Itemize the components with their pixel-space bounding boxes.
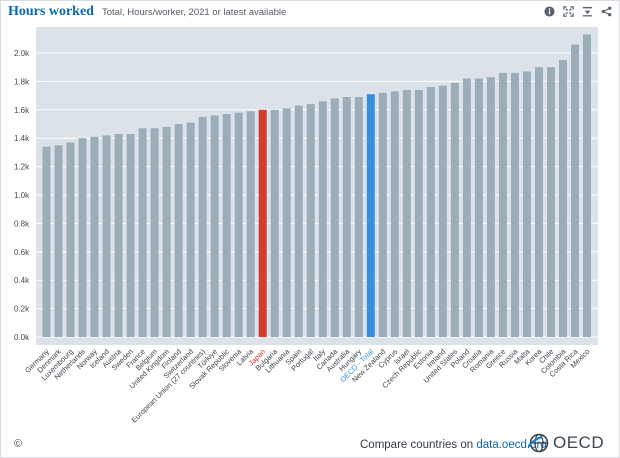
bar-germany[interactable]: [42, 146, 51, 337]
bar-iceland[interactable]: [102, 135, 111, 337]
y-tick-label: 1.8k: [14, 77, 30, 86]
bar-chile[interactable]: [546, 67, 555, 337]
chart-header: Hours worked Total, Hours/worker, 2021 o…: [8, 4, 286, 24]
bar-netherlands[interactable]: [78, 138, 87, 337]
bar-belgium[interactable]: [150, 128, 159, 337]
y-tick-label: 2.0k: [14, 49, 30, 58]
download-icon[interactable]: [582, 6, 593, 17]
bar-costa-rica[interactable]: [570, 44, 579, 337]
y-tick-label: 0.4k: [14, 276, 30, 285]
bar-canada[interactable]: [330, 98, 339, 337]
bar-japan[interactable]: [258, 109, 267, 337]
bar-bulgaria[interactable]: [270, 109, 279, 337]
bar-luxembourg[interactable]: [66, 142, 75, 337]
bar-portugal[interactable]: [306, 104, 315, 338]
y-tick-label: 0.2k: [14, 305, 30, 314]
chart-title: Hours worked: [8, 4, 94, 19]
bar-russia[interactable]: [510, 72, 519, 337]
fullscreen-icon[interactable]: [563, 6, 574, 17]
bar-united-kingdom[interactable]: [162, 126, 171, 337]
bar-european-union-27-countries-[interactable]: [198, 116, 207, 338]
bar-slovak-republic[interactable]: [222, 114, 231, 337]
bar-korea[interactable]: [534, 67, 543, 337]
bar-t-rkiye[interactable]: [210, 115, 219, 337]
bar-oecd-total[interactable]: [366, 94, 375, 338]
compare-prefix: Compare countries on: [360, 439, 477, 451]
bar-spain[interactable]: [294, 105, 303, 337]
y-tick-label: 1.4k: [14, 134, 30, 143]
bar-lithuania[interactable]: [282, 108, 291, 337]
chart-footer: © Compare countries on data.oecd.org OEC…: [0, 432, 620, 456]
y-axis: 0.0k 0.2k 0.4k 0.6k 0.8k 1.0k 1.2k 1.4k 1.6k 1.8k…: [14, 49, 30, 342]
oecd-logo[interactable]: OECD: [528, 433, 604, 453]
bar-ireland[interactable]: [438, 85, 447, 337]
bar-mexico[interactable]: [583, 34, 591, 337]
y-tick-label: 1.6k: [14, 106, 30, 115]
data-oecd-link[interactable]: data.oecd.org: [476, 439, 547, 451]
bar-czech-republic[interactable]: [414, 89, 423, 337]
bar-croatia[interactable]: [474, 78, 483, 337]
bar-denmark[interactable]: [54, 145, 63, 337]
y-tick-label: 1.2k: [14, 163, 30, 172]
bar-sweden[interactable]: [126, 133, 135, 337]
y-tick-label: 0.0k: [14, 333, 30, 342]
y-tick-label: 1.0k: [14, 191, 30, 200]
x-axis: GermanyDenmarkLuxembourgNetherlandsNorwa…: [23, 346, 591, 424]
oecd-globe-icon: [528, 433, 549, 453]
bar-united-states[interactable]: [450, 82, 459, 337]
bar-norway[interactable]: [90, 136, 99, 337]
bar-cyprus[interactable]: [390, 91, 399, 337]
compare-countries-text: Compare countries on data.oecd.org: [360, 439, 547, 451]
bar-romania[interactable]: [486, 77, 495, 337]
copyright-notice[interactable]: ©: [14, 438, 23, 450]
bar-colombia[interactable]: [558, 60, 567, 337]
info-icon[interactable]: [544, 6, 555, 17]
bar-israel[interactable]: [402, 89, 411, 337]
bar-austria[interactable]: [114, 133, 123, 337]
bar-slovenia[interactable]: [234, 112, 243, 337]
y-tick-label: 0.8k: [14, 219, 30, 228]
bar-poland[interactable]: [462, 78, 471, 337]
y-tick-label: 0.6k: [14, 248, 30, 257]
bar-greece[interactable]: [498, 72, 507, 337]
bar-australia[interactable]: [342, 97, 351, 338]
bar-finland[interactable]: [174, 124, 183, 337]
bars: [42, 34, 591, 338]
bar-malta[interactable]: [522, 71, 531, 338]
bar-estonia[interactable]: [426, 87, 435, 337]
bar-france[interactable]: [138, 128, 147, 337]
share-icon[interactable]: [601, 6, 612, 17]
bar-new-zealand[interactable]: [378, 92, 387, 337]
oecd-logo-text: OECD: [553, 433, 605, 452]
chart-subtitle: Total, Hours/worker, 2021 or latest avai…: [101, 7, 287, 18]
bar-italy[interactable]: [318, 101, 327, 337]
bar-switzerland[interactable]: [186, 122, 195, 337]
bar-latvia[interactable]: [246, 111, 255, 337]
chart-toolbar: [544, 6, 612, 17]
bar-hungary[interactable]: [354, 97, 363, 338]
